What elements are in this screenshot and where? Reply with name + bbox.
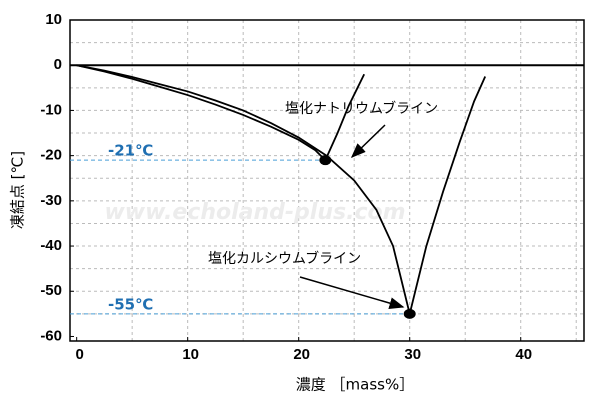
y-tick-label: 10: [45, 11, 62, 28]
series-line: [76, 64, 365, 162]
reference-label: -55℃: [108, 295, 153, 313]
y-tick-label: -60: [40, 327, 62, 344]
y-tick-label: 0: [54, 56, 62, 73]
x-tick-label: 30: [404, 346, 421, 363]
y-tick-label: -50: [40, 282, 62, 299]
x-tick-label: 20: [293, 346, 310, 363]
series-label: 塩化カルシウムブライン: [208, 250, 361, 267]
y-tick-label: -40: [40, 237, 62, 254]
arrow: [350, 124, 386, 159]
plot-frame: [69, 19, 585, 342]
x-axis-label: 濃度 ［mass%］: [296, 376, 414, 394]
y-axis-label: 凍結点 [℃]: [9, 151, 27, 229]
series-label: 塩化ナトリウムブライン: [285, 100, 438, 117]
x-tick-label: 40: [515, 346, 532, 363]
eutectic-point: [319, 155, 332, 166]
y-tick-label: -20: [40, 147, 62, 164]
watermark: www.echoland-plus.com: [104, 200, 405, 225]
y-tick-label: -10: [40, 101, 62, 118]
x-tick-label: 0: [75, 346, 83, 363]
x-tick-label: 10: [182, 346, 199, 363]
y-tick-label: -30: [40, 192, 62, 209]
reference-label: -21℃: [108, 142, 153, 160]
arrow: [299, 276, 405, 309]
eutectic-point: [403, 308, 416, 319]
